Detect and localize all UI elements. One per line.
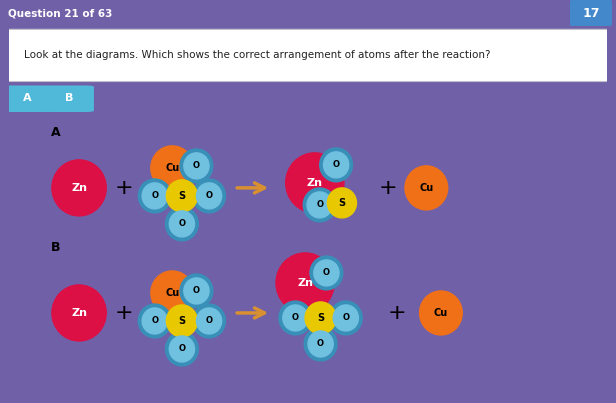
Text: S: S: [338, 198, 346, 208]
Text: O: O: [323, 268, 330, 277]
Circle shape: [323, 152, 349, 178]
Text: O: O: [317, 339, 324, 349]
Text: +: +: [388, 303, 407, 323]
Text: Look at the diagrams. Which shows the correct arrangement of atoms after the rea: Look at the diagrams. Which shows the co…: [24, 50, 491, 60]
Circle shape: [166, 332, 198, 366]
Circle shape: [52, 160, 106, 216]
Text: A: A: [51, 127, 60, 139]
FancyBboxPatch shape: [0, 29, 616, 81]
Text: Cu: Cu: [434, 308, 448, 318]
Text: S: S: [179, 316, 185, 326]
Circle shape: [283, 305, 308, 331]
Text: Zn: Zn: [71, 308, 87, 318]
Text: O: O: [193, 161, 200, 170]
Circle shape: [320, 148, 352, 182]
Circle shape: [286, 153, 344, 213]
Text: O: O: [152, 191, 158, 200]
Circle shape: [151, 146, 193, 190]
Circle shape: [310, 256, 343, 290]
Circle shape: [304, 327, 337, 361]
Text: O: O: [206, 316, 213, 326]
Circle shape: [142, 308, 168, 334]
Circle shape: [330, 301, 362, 335]
Circle shape: [333, 305, 359, 331]
Text: S: S: [179, 191, 185, 201]
Circle shape: [166, 305, 197, 337]
Text: O: O: [333, 160, 339, 169]
Circle shape: [169, 336, 195, 362]
Circle shape: [307, 192, 332, 218]
Text: Cu: Cu: [165, 163, 179, 173]
Circle shape: [180, 149, 213, 183]
Circle shape: [327, 188, 357, 218]
Circle shape: [303, 188, 336, 222]
Text: 17: 17: [582, 6, 600, 20]
Circle shape: [166, 180, 197, 212]
Circle shape: [180, 274, 213, 308]
Circle shape: [305, 302, 336, 334]
Text: O: O: [193, 287, 200, 295]
Text: O: O: [206, 191, 213, 200]
Text: Cu: Cu: [165, 288, 179, 298]
Text: Zn: Zn: [297, 278, 313, 288]
Text: O: O: [179, 345, 185, 353]
Circle shape: [151, 271, 193, 315]
FancyBboxPatch shape: [570, 0, 612, 26]
Text: Question 21 of 63: Question 21 of 63: [8, 8, 112, 18]
Circle shape: [276, 253, 334, 313]
FancyBboxPatch shape: [3, 85, 52, 112]
Circle shape: [169, 211, 195, 237]
Circle shape: [279, 301, 312, 335]
Text: Cu: Cu: [419, 183, 434, 193]
Text: O: O: [179, 219, 185, 229]
Circle shape: [142, 183, 168, 209]
Circle shape: [314, 260, 339, 286]
Text: Zn: Zn: [71, 183, 87, 193]
Circle shape: [184, 278, 209, 304]
Text: Zn: Zn: [307, 178, 323, 188]
Text: S: S: [317, 313, 324, 323]
Text: O: O: [292, 314, 299, 322]
Text: B: B: [51, 241, 60, 254]
Text: +: +: [115, 303, 133, 323]
Circle shape: [193, 304, 225, 338]
Text: O: O: [316, 200, 323, 210]
Circle shape: [52, 285, 106, 341]
FancyBboxPatch shape: [45, 85, 94, 112]
Circle shape: [197, 308, 222, 334]
Circle shape: [139, 179, 171, 213]
Text: O: O: [342, 314, 349, 322]
Text: O: O: [152, 316, 158, 326]
Circle shape: [308, 331, 333, 357]
Circle shape: [197, 183, 222, 209]
Circle shape: [419, 291, 462, 335]
Text: +: +: [378, 178, 397, 198]
Circle shape: [193, 179, 225, 213]
Text: A: A: [23, 93, 32, 103]
Circle shape: [184, 153, 209, 179]
Text: +: +: [115, 178, 133, 198]
Text: B: B: [65, 93, 73, 103]
Circle shape: [166, 207, 198, 241]
Circle shape: [139, 304, 171, 338]
Circle shape: [405, 166, 448, 210]
